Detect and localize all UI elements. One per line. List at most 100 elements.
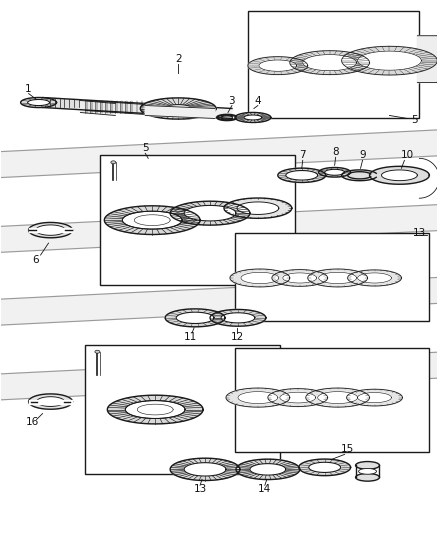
Polygon shape (236, 459, 300, 480)
Polygon shape (318, 392, 357, 403)
Polygon shape (381, 170, 417, 181)
Polygon shape (278, 168, 326, 182)
Polygon shape (348, 270, 401, 286)
Bar (235, 233, 429, 321)
Bar (235, 348, 429, 453)
Polygon shape (184, 463, 226, 476)
Polygon shape (35, 225, 66, 236)
Ellipse shape (111, 161, 116, 164)
Polygon shape (210, 310, 266, 326)
Polygon shape (417, 36, 438, 83)
Text: 9: 9 (359, 150, 366, 160)
Polygon shape (42, 98, 232, 118)
Polygon shape (237, 202, 279, 214)
Polygon shape (357, 51, 421, 70)
Polygon shape (28, 400, 72, 403)
Text: 7: 7 (300, 150, 306, 160)
Polygon shape (170, 458, 240, 481)
Polygon shape (299, 459, 350, 475)
Polygon shape (37, 397, 64, 407)
Polygon shape (104, 206, 200, 235)
Polygon shape (241, 272, 279, 284)
Polygon shape (325, 169, 345, 175)
Text: 12: 12 (230, 332, 244, 342)
Polygon shape (176, 312, 214, 324)
Polygon shape (306, 388, 370, 407)
Polygon shape (303, 54, 357, 71)
Text: 11: 11 (184, 332, 197, 342)
Polygon shape (28, 394, 72, 409)
Polygon shape (21, 98, 57, 108)
Polygon shape (308, 269, 367, 287)
Text: 6: 6 (32, 255, 39, 265)
Polygon shape (0, 204, 438, 253)
Polygon shape (137, 404, 173, 415)
Text: 2: 2 (175, 54, 181, 63)
Bar (100, 155, 295, 285)
Ellipse shape (359, 469, 377, 474)
Polygon shape (140, 98, 216, 119)
Text: 3: 3 (229, 95, 235, 106)
Polygon shape (224, 198, 292, 219)
Polygon shape (268, 389, 328, 407)
Polygon shape (184, 205, 236, 221)
Polygon shape (85, 101, 145, 115)
Polygon shape (319, 167, 350, 177)
Text: 13: 13 (194, 484, 207, 494)
Polygon shape (0, 130, 438, 178)
Polygon shape (81, 101, 115, 116)
Polygon shape (248, 56, 308, 75)
Polygon shape (122, 211, 182, 229)
Polygon shape (28, 228, 72, 232)
Bar (248, 11, 419, 118)
Polygon shape (370, 166, 429, 184)
Polygon shape (28, 100, 49, 106)
Polygon shape (28, 222, 72, 238)
Text: 13: 13 (413, 228, 426, 238)
Polygon shape (250, 464, 286, 475)
Polygon shape (165, 309, 225, 327)
Polygon shape (125, 401, 185, 418)
Text: 5: 5 (411, 116, 418, 125)
Polygon shape (230, 269, 290, 287)
Polygon shape (290, 51, 370, 75)
Polygon shape (221, 313, 255, 323)
Polygon shape (342, 46, 437, 75)
Polygon shape (342, 170, 376, 181)
Polygon shape (164, 104, 192, 112)
Text: 5: 5 (142, 143, 148, 154)
Polygon shape (357, 273, 392, 283)
Polygon shape (170, 201, 250, 225)
Polygon shape (286, 171, 318, 180)
Polygon shape (259, 60, 297, 71)
Text: 15: 15 (341, 445, 354, 455)
Text: 10: 10 (401, 150, 414, 160)
Text: 14: 14 (258, 484, 272, 494)
Polygon shape (309, 462, 341, 472)
Polygon shape (244, 115, 262, 120)
Polygon shape (134, 215, 170, 225)
Polygon shape (226, 388, 290, 407)
Polygon shape (125, 401, 185, 418)
Ellipse shape (356, 473, 379, 481)
Text: 1: 1 (25, 84, 32, 94)
Text: 16: 16 (26, 416, 39, 426)
Polygon shape (272, 270, 328, 286)
Polygon shape (0, 352, 438, 401)
Polygon shape (238, 392, 278, 403)
Bar (85, 345, 280, 474)
Polygon shape (107, 395, 203, 424)
Polygon shape (346, 389, 403, 406)
Polygon shape (42, 98, 81, 108)
Polygon shape (0, 277, 438, 326)
Polygon shape (235, 112, 271, 123)
Text: 8: 8 (332, 147, 339, 157)
Polygon shape (283, 273, 317, 283)
Polygon shape (357, 392, 392, 402)
Ellipse shape (356, 462, 379, 469)
Polygon shape (145, 106, 215, 118)
Ellipse shape (95, 350, 100, 353)
Text: 4: 4 (254, 95, 261, 106)
Polygon shape (319, 272, 357, 284)
Polygon shape (280, 392, 316, 403)
